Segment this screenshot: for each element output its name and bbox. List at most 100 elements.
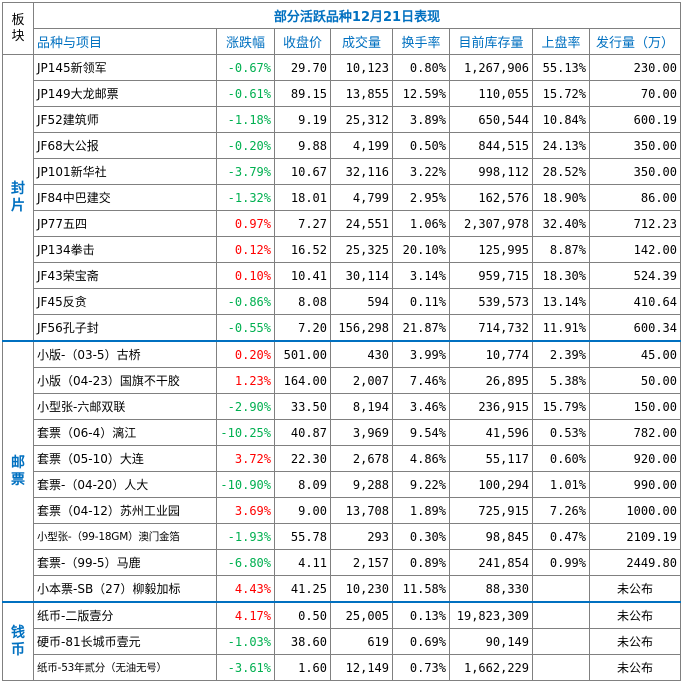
volume-cell: 25,325 <box>330 236 393 263</box>
table-row: 小型张-六邮双联 -2.90% 33.50 8,194 3.46% 236,915 15.7… <box>3 393 681 420</box>
table-row: JF52建筑师 -1.18% 9.19 25,312 3.89% 650,544 10.84… <box>3 106 681 133</box>
close-cell: 501.00 <box>274 340 331 368</box>
title-row: 板 块 部分活跃品种12月21日表现 <box>2 2 681 55</box>
volume-cell: 25,005 <box>330 601 393 629</box>
turnover-cell: 0.50% <box>392 132 450 159</box>
turnover-cell: 3.89% <box>392 106 450 133</box>
close-cell: 9.88 <box>274 132 331 159</box>
header-volume: 成交量 <box>330 28 393 55</box>
close-cell: 22.30 <box>274 445 331 472</box>
item-name: JF43荣宝斋 <box>33 262 217 289</box>
issue-cell: 920.00 <box>589 445 681 472</box>
close-cell: 10.67 <box>274 158 331 185</box>
table-row: 封片 JP145新领军 -0.67% 29.70 10,123 0.80% 1,267,90… <box>2 54 681 342</box>
turnover-cell: 0.80% <box>392 54 450 81</box>
close-cell: 40.87 <box>274 419 331 446</box>
stock-cell: 55,117 <box>449 445 533 472</box>
turnover-cell: 3.14% <box>392 262 450 289</box>
table-row: JP101新华社 -3.79% 10.67 32,116 3.22% 998,112 28.… <box>3 158 681 185</box>
listing-rate-cell: 0.53% <box>532 419 590 446</box>
header-close: 收盘价 <box>274 28 331 55</box>
listing-rate-cell: 8.87% <box>532 236 590 263</box>
close-cell: 164.00 <box>274 367 331 394</box>
issue-cell: 350.00 <box>589 158 681 185</box>
change-cell: 0.20% <box>216 340 275 368</box>
volume-cell: 2,678 <box>330 445 393 472</box>
listing-rate-cell: 28.52% <box>532 158 590 185</box>
turnover-cell: 1.06% <box>392 210 450 237</box>
issue-cell: 782.00 <box>589 419 681 446</box>
change-cell: 4.17% <box>216 601 275 629</box>
turnover-cell: 1.89% <box>392 497 450 524</box>
change-cell: -6.80% <box>216 549 275 576</box>
table-row: JP149大龙邮票 -0.61% 89.15 13,855 12.59% 110,055 1… <box>3 80 681 107</box>
listing-rate-cell: 18.30% <box>532 262 590 289</box>
stock-cell: 41,596 <box>449 419 533 446</box>
stock-cell: 998,112 <box>449 158 533 185</box>
change-cell: -2.90% <box>216 393 275 420</box>
turnover-cell: 0.30% <box>392 523 450 550</box>
issue-cell: 230.00 <box>589 54 681 81</box>
close-cell: 55.78 <box>274 523 331 550</box>
volume-cell: 4,799 <box>330 184 393 211</box>
close-cell: 4.11 <box>274 549 331 576</box>
issue-cell: 990.00 <box>589 471 681 498</box>
table-row: 小型张-（99-18GM）澳门金箔 -1.93% 55.78 293 0.30% 98,8… <box>3 523 681 550</box>
close-cell: 10.41 <box>274 262 331 289</box>
listing-rate-cell: 0.99% <box>532 549 590 576</box>
header-name: 品种与项目 <box>33 28 217 55</box>
volume-cell: 2,007 <box>330 367 393 394</box>
issue-cell: 600.34 <box>589 314 681 342</box>
section-label-char: 邮 <box>11 454 25 471</box>
stock-cell: 1,267,906 <box>449 54 533 81</box>
item-name: 套票（05-10）大连 <box>33 445 217 472</box>
change-cell: -10.25% <box>216 419 275 446</box>
turnover-cell: 3.99% <box>392 340 450 368</box>
change-cell: 3.72% <box>216 445 275 472</box>
issue-cell: 142.00 <box>589 236 681 263</box>
close-cell: 38.60 <box>274 628 331 655</box>
close-cell: 89.15 <box>274 80 331 107</box>
section-label-char: 票 <box>11 471 25 488</box>
issue-cell: 600.19 <box>589 106 681 133</box>
change-cell: -10.90% <box>216 471 275 498</box>
table-row: 纸币-53年贰分（无油无号） -3.61% 1.60 12,149 0.73% 1,662… <box>3 654 681 681</box>
item-name: 小版（04-23）国旗不干胶 <box>33 367 217 394</box>
table-row: 邮票小版-（03-5）古桥 0.20% 501.00 430 3.99% 10,774 2.… <box>2 340 681 603</box>
listing-rate-cell: 5.38% <box>532 367 590 394</box>
header-change: 涨跌幅 <box>216 28 275 55</box>
stock-cell: 98,845 <box>449 523 533 550</box>
turnover-cell: 0.73% <box>392 654 450 681</box>
change-cell: 0.12% <box>216 236 275 263</box>
close-cell: 7.27 <box>274 210 331 237</box>
item-name: JP145新领军 <box>33 54 217 81</box>
stock-cell: 90,149 <box>449 628 533 655</box>
change-cell: -3.61% <box>216 654 275 681</box>
volume-cell: 25,312 <box>330 106 393 133</box>
listing-rate-cell: 0.60% <box>532 445 590 472</box>
item-name: JP101新华社 <box>33 158 217 185</box>
table-row: 硬币-81长城币壹元 -1.03% 38.60 619 0.69% 90,149 未公布 <box>3 628 681 655</box>
stock-cell: 714,732 <box>449 314 533 342</box>
listing-rate-cell: 24.13% <box>532 132 590 159</box>
item-name: 套票-（99-5）马鹿 <box>33 549 217 576</box>
issue-cell: 524.39 <box>589 262 681 289</box>
volume-cell: 8,194 <box>330 393 393 420</box>
change-cell: 3.69% <box>216 497 275 524</box>
table-title: 部分活跃品种12月21日表现 <box>33 2 681 29</box>
item-name: 套票-（04-20）人大 <box>33 471 217 498</box>
header-listing: 上盘率 <box>532 28 590 55</box>
issue-cell: 未公布 <box>589 654 681 681</box>
stock-cell: 539,573 <box>449 288 533 315</box>
issue-cell: 350.00 <box>589 132 681 159</box>
stock-cell: 650,544 <box>449 106 533 133</box>
turnover-cell: 9.54% <box>392 419 450 446</box>
table-row: 套票（06-4）漓江 -10.25% 40.87 3,969 9.54% 41,596 0.… <box>3 419 681 446</box>
volume-cell: 619 <box>330 628 393 655</box>
stock-cell: 236,915 <box>449 393 533 420</box>
volume-cell: 30,114 <box>330 262 393 289</box>
volume-cell: 156,298 <box>330 314 393 342</box>
stock-cell: 2,307,978 <box>449 210 533 237</box>
stock-cell: 110,055 <box>449 80 533 107</box>
change-cell: -1.32% <box>216 184 275 211</box>
